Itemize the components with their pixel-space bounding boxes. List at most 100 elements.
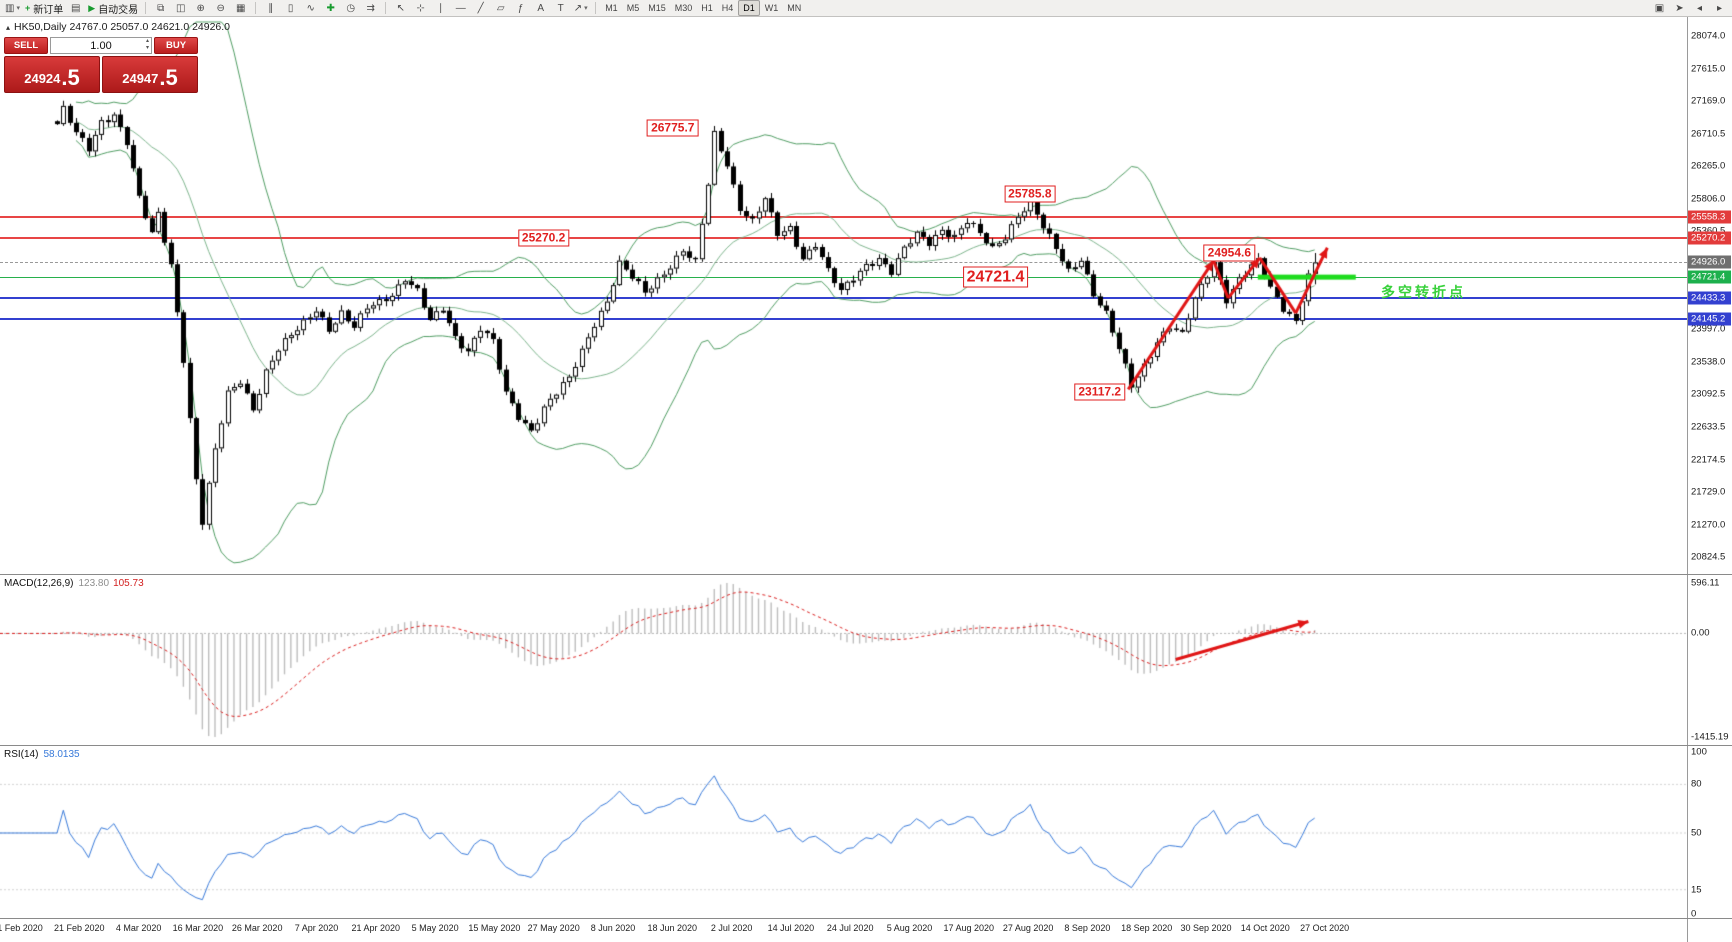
price-axis-tick: 23092.5 <box>1691 388 1726 400</box>
price-annotation[interactable]: 24721.4 <box>962 266 1029 288</box>
sell-button[interactable]: SELL <box>4 37 48 54</box>
fibonacci-icon: ƒ <box>517 2 524 14</box>
new-chart-button[interactable]: ✚ <box>321 1 340 16</box>
price-axis-tick: 20824.5 <box>1691 551 1726 563</box>
horizontal-line-button[interactable]: — <box>451 1 470 16</box>
line-chart-button[interactable]: ∿ <box>301 1 320 16</box>
volume-input[interactable]: 1.00 ▴ ▾ <box>50 37 152 54</box>
arrows-icon: ↗ <box>573 2 583 14</box>
new-chart-icon: ✚ <box>326 2 335 14</box>
sell-price-frac: .5 <box>61 65 80 90</box>
timeframe-button-h1[interactable]: H1 <box>701 3 713 13</box>
price-axis-tick: 22174.5 <box>1691 454 1726 466</box>
pointer-icon: ➤ <box>1675 2 1684 14</box>
timeframe-button-m15[interactable]: M15 <box>648 3 666 13</box>
zoom-in-icon: ⊕ <box>196 2 205 14</box>
scroll-left-icon: ◂ <box>1696 2 1703 14</box>
price-annotation[interactable]: 26775.7 <box>647 119 699 137</box>
tile-windows-button[interactable]: ◫ <box>171 1 190 16</box>
date-axis-separator <box>0 918 1732 919</box>
scroll-right-button[interactable]: ▸ <box>1710 1 1729 16</box>
date-axis-label: 4 Mar 2020 <box>115 923 162 933</box>
new-order-button-icon: + <box>25 3 31 13</box>
new-order-button[interactable]: + 新订单 <box>23 1 65 16</box>
macd-panel-separator[interactable] <box>0 574 1732 575</box>
timeframe-button-mn[interactable]: MN <box>787 3 802 13</box>
alerts-button[interactable]: ▣ <box>1650 1 1669 16</box>
date-axis-label: 14 Oct 2020 <box>1240 923 1290 933</box>
one-click-trading-panel: SELL 1.00 ▴ ▾ BUY 24924.5 24947.5 <box>4 37 198 93</box>
spin-down-icon[interactable]: ▾ <box>145 45 149 51</box>
macd-main-value: 123.80 <box>78 578 110 589</box>
arrows-button[interactable]: ↗ ▾ <box>571 1 590 16</box>
toolbar-separator <box>385 2 387 14</box>
text-label-button[interactable]: T <box>551 1 570 16</box>
price-annotation[interactable]: 23117.2 <box>1074 383 1126 401</box>
price-axis-tick: 21270.0 <box>1691 519 1726 531</box>
autotrading-button-label: 自动交易 <box>98 4 139 16</box>
date-axis-label: 8 Jun 2020 <box>590 923 636 933</box>
dropdown-caret-icon: ▾ <box>16 5 20 12</box>
date-axis-label: 18 Jun 2020 <box>647 923 698 933</box>
scroll-left-button[interactable]: ◂ <box>1690 1 1709 16</box>
toolbar-separator <box>145 2 147 14</box>
zoom-out-button[interactable]: ⊖ <box>211 1 230 16</box>
fibonacci-button[interactable]: ƒ <box>511 1 530 16</box>
timeframe-button-m1[interactable]: M1 <box>605 3 618 13</box>
price-tag: 24721.4 <box>1688 270 1731 284</box>
pointer-button[interactable]: ➤ <box>1670 1 1689 16</box>
date-axis-label: 27 May 2020 <box>527 923 580 933</box>
price-annotation[interactable]: 25785.8 <box>1004 185 1056 203</box>
horizontal-line-icon: — <box>455 2 466 14</box>
vertical-line-button[interactable]: ∣ <box>431 1 450 16</box>
buy-price-button[interactable]: 24947.5 <box>102 56 198 93</box>
market-watch-icon: ▤ <box>71 2 81 14</box>
date-axis-label: 7 Apr 2020 <box>294 923 339 933</box>
spin-up-icon[interactable]: ▴ <box>145 38 149 44</box>
rsi-axis-label: 50 <box>1691 827 1702 839</box>
macd-indicator-label: MACD(12,26,9) 123.80 105.73 <box>4 578 144 589</box>
date-axis-label: 18 Sep 2020 <box>1121 923 1173 933</box>
buy-button[interactable]: BUY <box>154 37 198 54</box>
crosshair-icon: ⊹ <box>416 2 425 14</box>
macd-signal-value: 105.73 <box>113 578 144 589</box>
price-axis-tick: 26265.0 <box>1691 160 1726 172</box>
timeframe-button-m5[interactable]: M5 <box>626 3 640 13</box>
timeframe-button-w1[interactable]: W1 <box>764 3 779 13</box>
price-annotation[interactable]: 24954.6 <box>1203 244 1256 262</box>
timeframe-button-d1[interactable]: D1 <box>738 0 760 16</box>
chart-shift-button[interactable]: ⇉ <box>361 1 380 16</box>
bar-chart-button[interactable]: ∥ <box>261 1 280 16</box>
price-axis-tick: 22633.5 <box>1691 421 1726 433</box>
price-annotation[interactable]: 25270.2 <box>517 229 570 247</box>
autotrading-button[interactable]: ▶ 自动交易 <box>86 1 140 16</box>
symbol-marker-icon: ▴ <box>6 22 11 32</box>
timeframe-button-h4[interactable]: H4 <box>721 3 734 13</box>
market-watch-button[interactable]: ▤ <box>66 1 85 16</box>
volume-spinner[interactable]: ▴ ▾ <box>146 38 149 52</box>
toolbar-separator <box>255 2 257 14</box>
rsi-axis-label: 0 <box>1691 908 1697 920</box>
sell-price-button[interactable]: 24924.5 <box>4 56 100 93</box>
candlestick-chart-button[interactable]: ▯ <box>281 1 300 16</box>
trendline-button[interactable]: ╱ <box>471 1 490 16</box>
text-button[interactable]: A <box>531 1 550 16</box>
grid-icon: ▦ <box>235 2 246 14</box>
chart-note-text[interactable]: 多空转折点 <box>1381 283 1467 300</box>
zoom-in-button[interactable]: ⊕ <box>191 1 210 16</box>
charts-button[interactable]: ▥ ▾ <box>3 1 22 16</box>
scroll-right-icon: ▸ <box>1716 2 1723 14</box>
rsi-panel-separator[interactable] <box>0 745 1732 746</box>
date-axis-label: 24 Jul 2020 <box>826 923 874 933</box>
period-button[interactable]: ◷ <box>341 1 360 16</box>
channel-button[interactable]: ▱ <box>491 1 510 16</box>
price-axis-tick: 27169.0 <box>1691 95 1726 107</box>
cursor-button[interactable]: ↖ <box>391 1 410 16</box>
crosshair-button[interactable]: ⊹ <box>411 1 430 16</box>
text-label-icon: T <box>557 2 564 14</box>
cascade-windows-button[interactable]: ⧉ <box>151 1 170 16</box>
grid-button[interactable]: ▦ <box>231 1 250 16</box>
rsi-axis-label: 15 <box>1691 884 1702 896</box>
timeframe-button-m30[interactable]: M30 <box>674 3 693 13</box>
